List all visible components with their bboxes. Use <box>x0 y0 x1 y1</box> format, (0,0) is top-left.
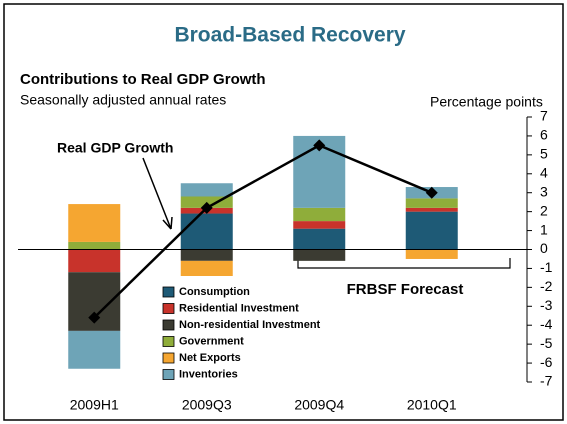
bar-segment <box>293 249 346 261</box>
legend-swatch <box>162 369 175 380</box>
legend-label: Residential Investment <box>179 302 299 314</box>
legend-swatch <box>162 319 175 331</box>
y-tick-label: -1 <box>540 259 553 275</box>
line-marker <box>425 186 438 199</box>
legend-swatch <box>162 352 175 364</box>
bar-segment <box>180 213 233 250</box>
bar-segment <box>405 211 458 250</box>
x-tick-label: 2009H1 <box>70 397 119 413</box>
y-tick-label: -6 <box>540 354 553 370</box>
legend-label: Net Exports <box>179 352 241 364</box>
bar-segment <box>180 260 233 276</box>
x-tick-label: 2009Q4 <box>294 397 344 413</box>
bar-segment <box>293 207 346 222</box>
arrow-head <box>162 216 173 230</box>
chart-title: Broad-Based Recovery <box>174 24 405 47</box>
bar-segment <box>405 207 458 212</box>
legend-label: Government <box>179 335 244 347</box>
bar-segment <box>180 249 233 261</box>
bar-segment <box>68 204 121 242</box>
y-tick-label: 3 <box>540 183 548 199</box>
forecast-label: FRBSF Forecast <box>347 281 464 298</box>
y-tick-label: 5 <box>540 146 548 162</box>
y-tick-label: 4 <box>540 164 548 180</box>
y-tick-label: 1 <box>540 221 548 237</box>
bar-segment <box>180 183 233 197</box>
y-tick-label: 7 <box>540 108 548 124</box>
line-marker <box>200 201 213 214</box>
legend-swatch <box>162 303 175 314</box>
y-tick-label: -7 <box>540 373 553 389</box>
legend-label: Non-residential Investment <box>179 319 321 331</box>
y-tick-label: 0 <box>540 240 548 256</box>
legend-label: Consumption <box>179 286 250 298</box>
line <box>93 144 433 319</box>
y-tick-label: 6 <box>540 127 548 143</box>
line-marker <box>313 139 326 152</box>
x-tick-label: 2010Q1 <box>407 397 457 413</box>
y-tick-label: -5 <box>540 335 553 351</box>
bar-segment <box>68 330 121 369</box>
legend-swatch <box>162 286 175 298</box>
forecast-bracket <box>297 258 511 269</box>
bar-segment <box>405 249 458 259</box>
y-tick-label: -2 <box>540 278 553 294</box>
y-tick-label: -3 <box>540 297 553 313</box>
bar-segment <box>293 221 346 229</box>
y-tick-label: 2 <box>540 202 548 218</box>
note: Seasonally adjusted annual rates <box>20 92 226 108</box>
y-tick-label: -4 <box>540 316 553 332</box>
annotation-arrow <box>142 157 172 230</box>
bar-segment <box>405 198 458 208</box>
bar-segment <box>293 228 346 250</box>
line-marker <box>88 311 101 324</box>
y-axis-label: Percentage points <box>430 94 543 110</box>
line-annotation: Real GDP Growth <box>57 140 173 156</box>
x-tick-label: 2009Q3 <box>182 397 232 413</box>
bar-segment <box>68 241 121 250</box>
bar-segment <box>68 249 121 273</box>
legend-swatch <box>162 336 175 347</box>
legend-label: Inventories <box>179 368 238 380</box>
chart-subtitle: Contributions to Real GDP Growth <box>20 71 266 88</box>
